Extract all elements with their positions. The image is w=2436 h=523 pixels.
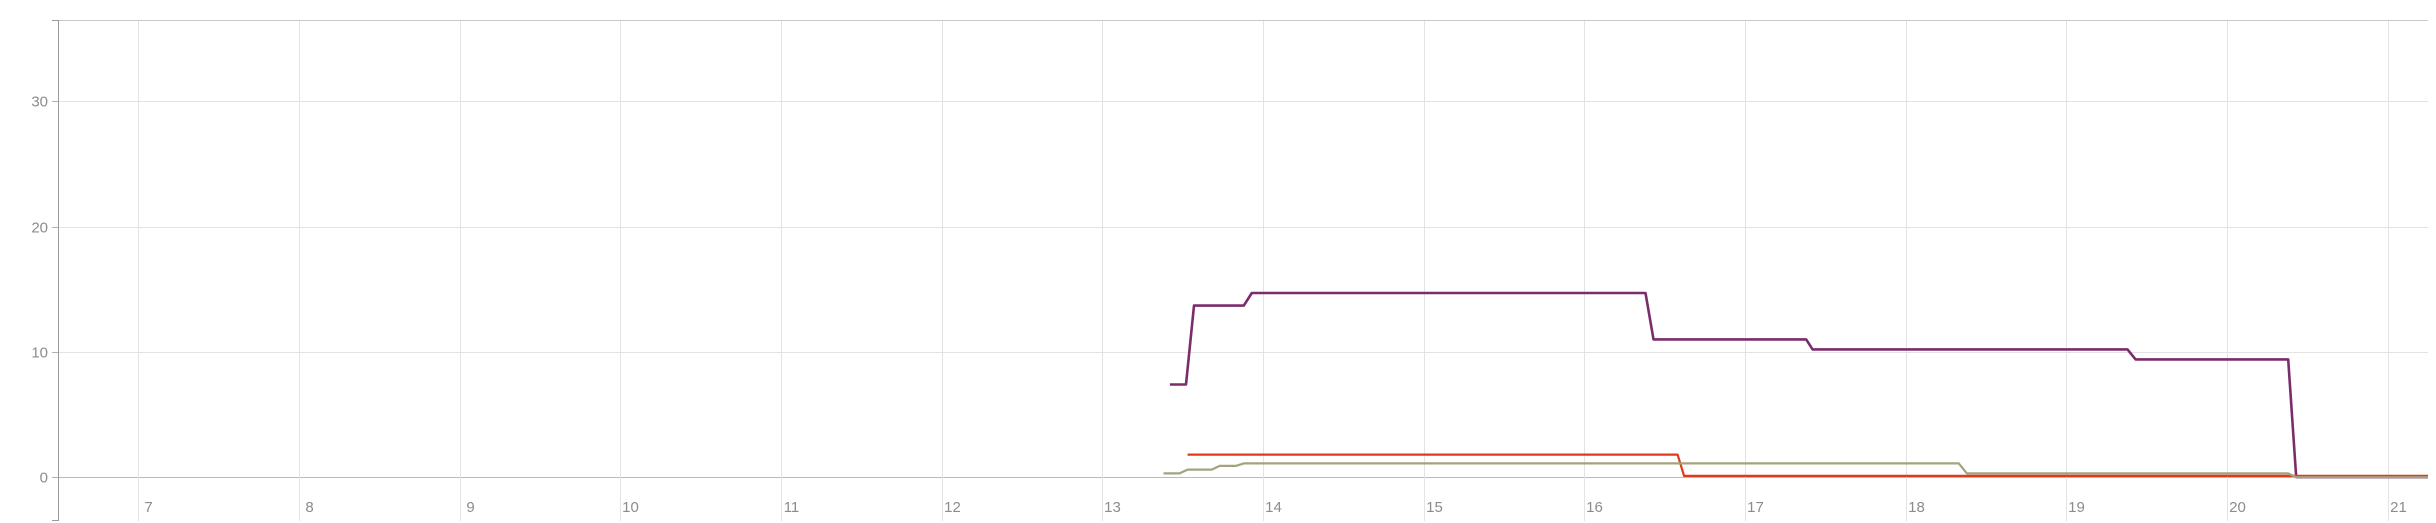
y-tick-label: 10: [31, 345, 48, 362]
x-tick-label: 7: [144, 499, 152, 516]
x-tick-label: 18: [1908, 499, 1925, 516]
x-tick-label: 15: [1426, 499, 1443, 516]
x-tick-label: 14: [1265, 499, 1282, 516]
x-tick-label: 17: [1747, 499, 1764, 516]
series-line-1: [1169, 291, 2428, 479]
tick-labels: 0 10 20 30 7 8 9 10 11 12 13 14 15 16 17 18 19 20 21: [31, 94, 2407, 517]
axes: [52, 20, 2428, 521]
x-tick-label: 16: [1586, 499, 1603, 516]
x-tick-label: 10: [622, 499, 639, 516]
x-tick-label: 9: [466, 499, 474, 516]
x-tick-label: 21: [2390, 499, 2407, 516]
y-tick-label: 20: [31, 220, 48, 237]
x-tick-label: 19: [2068, 499, 2085, 516]
x-tick-label: 8: [305, 499, 313, 516]
x-tick-label: 13: [1104, 499, 1121, 516]
x-tick-label: 20: [2229, 499, 2246, 516]
x-tick-label: 11: [784, 499, 800, 516]
series-line-2: [1187, 453, 2428, 477]
y-tick-label: 0: [40, 470, 48, 487]
x-tick-label: 12: [944, 499, 961, 516]
series-line-3: [1163, 462, 2428, 479]
series-group: [1163, 291, 2428, 479]
grid: [58, 20, 2428, 521]
y-tick-label: 30: [31, 94, 48, 111]
